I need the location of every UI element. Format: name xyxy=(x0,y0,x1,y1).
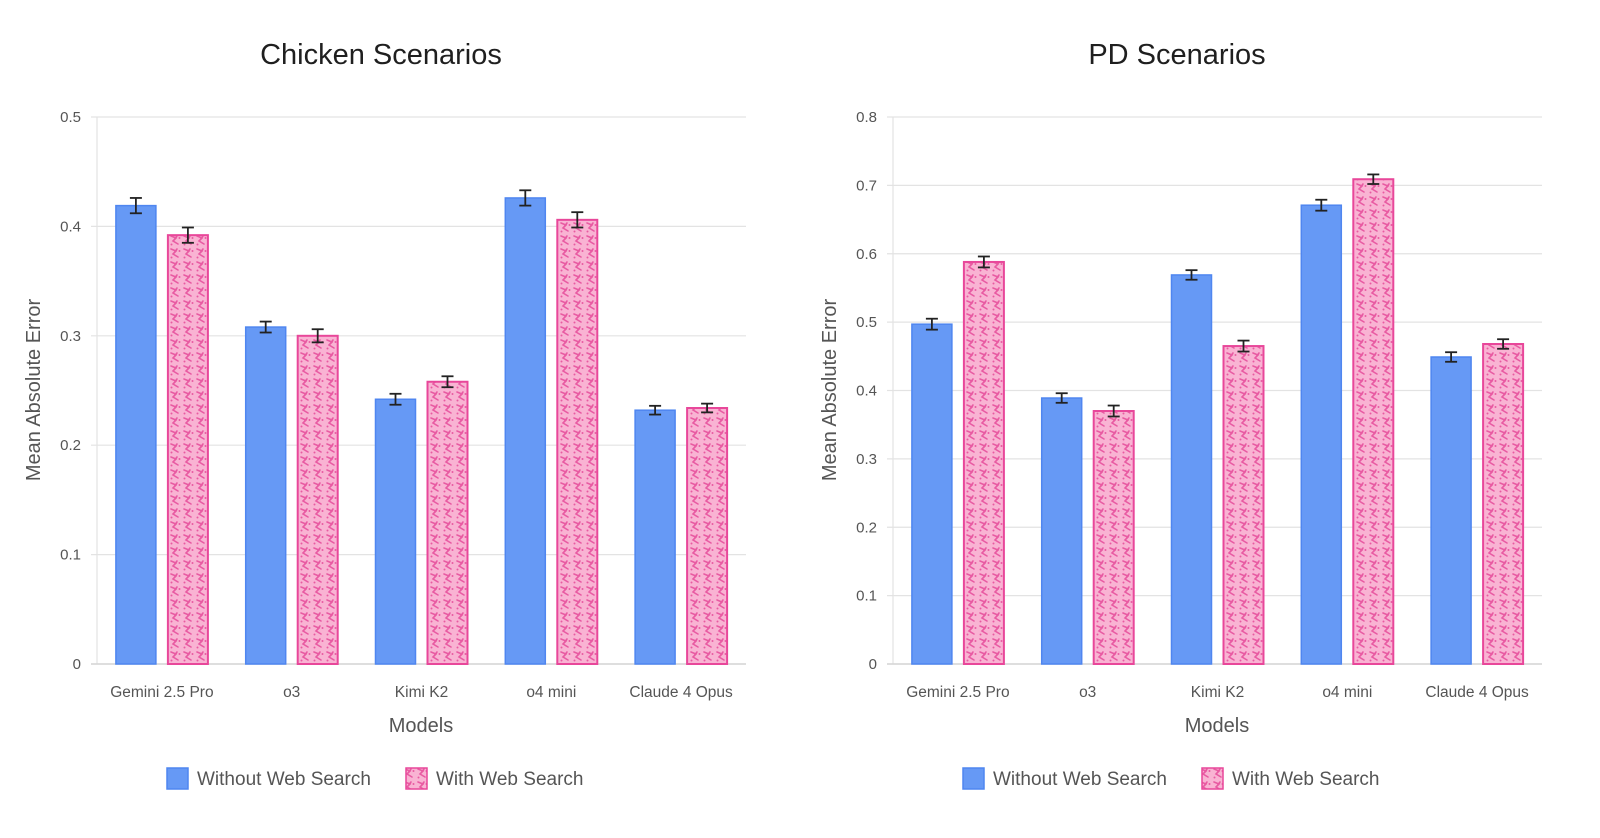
y-tick-label: 0 xyxy=(73,656,81,673)
x-tick-label: o3 xyxy=(1079,684,1096,701)
chart-title: Chicken Scenarios xyxy=(260,39,502,71)
bar-with-web-search[interactable] xyxy=(556,218,599,665)
error-bar xyxy=(571,211,584,229)
x-axis-title: Models xyxy=(1185,715,1249,737)
y-tick-label: 0.1 xyxy=(60,547,81,564)
y-tick-label: 0.4 xyxy=(60,218,81,235)
x-tick-label: o3 xyxy=(283,684,300,701)
bar-with-web-search[interactable] xyxy=(1092,410,1135,666)
error-bar xyxy=(1237,339,1250,353)
error-bar xyxy=(701,402,714,414)
legend-item-with-web-search[interactable]: With Web Search xyxy=(405,767,583,790)
legend-swatch-with xyxy=(405,767,428,790)
y-tick-label: 0.4 xyxy=(856,383,877,400)
x-tick-label: Kimi K2 xyxy=(395,684,448,701)
x-tick-label: Gemini 2.5 Pro xyxy=(110,684,213,701)
error-bar xyxy=(441,375,454,389)
bar-without-web-search[interactable] xyxy=(1430,356,1472,665)
legend-swatch-without xyxy=(962,767,985,790)
legend-swatch-with xyxy=(1201,767,1224,790)
x-tick-label: Gemini 2.5 Pro xyxy=(906,684,1009,701)
error-bar xyxy=(1185,269,1198,281)
y-tick-label: 0.5 xyxy=(856,314,877,331)
error-bar xyxy=(519,189,532,207)
legend-item-without-web-search[interactable]: Without Web Search xyxy=(962,767,1167,790)
y-tick-label: 0.5 xyxy=(60,109,81,126)
bar-with-web-search[interactable] xyxy=(962,260,1005,665)
bar-without-web-search[interactable] xyxy=(374,398,417,665)
chicken-chart-svg: Chicken Scenarios 0 0.1 0.2 0.3 0.4 0.5 Gemin… xyxy=(23,39,746,790)
error-bar xyxy=(389,392,402,406)
legend-label-with: With Web Search xyxy=(436,769,583,790)
bar-without-web-search[interactable] xyxy=(911,323,953,665)
bar-with-web-search[interactable] xyxy=(1352,178,1395,665)
error-bar xyxy=(1445,351,1458,363)
y-tick-label: 0.8 xyxy=(856,109,877,126)
bar-with-web-search[interactable] xyxy=(1482,343,1525,665)
legend-item-without-web-search[interactable]: Without Web Search xyxy=(166,767,371,790)
y-tick-label: 0.7 xyxy=(856,177,877,194)
legend: Without Web Search With Web Search xyxy=(166,767,583,790)
error-bar xyxy=(1315,198,1328,212)
error-bar xyxy=(649,404,662,416)
x-tick-label: Claude 4 Opus xyxy=(629,684,733,701)
bar-without-web-search[interactable] xyxy=(1300,204,1343,665)
bar-without-web-search[interactable] xyxy=(244,326,287,665)
y-tick-label: 0.6 xyxy=(856,246,877,263)
error-bar xyxy=(1497,338,1510,350)
bar-with-web-search[interactable] xyxy=(686,407,729,665)
error-bar xyxy=(181,226,194,244)
bar-with-web-search[interactable] xyxy=(296,334,339,665)
error-bar xyxy=(925,317,938,331)
x-tick-label: Claude 4 Opus xyxy=(1425,684,1529,701)
error-bar xyxy=(1055,392,1068,404)
legend-swatch-without xyxy=(166,767,189,790)
legend: Without Web Search With Web Search xyxy=(962,767,1379,790)
bar-without-web-search[interactable] xyxy=(1040,397,1083,665)
bar-without-web-search[interactable] xyxy=(1170,274,1213,665)
bar-with-web-search[interactable] xyxy=(1222,345,1265,665)
y-tick-label: 0.3 xyxy=(856,451,877,468)
chart-title: PD Scenarios xyxy=(1088,39,1265,71)
y-tick-label: 0.2 xyxy=(856,519,877,536)
y-tick-label: 0.2 xyxy=(60,437,81,454)
error-bar xyxy=(1107,404,1120,418)
error-bar xyxy=(977,255,990,269)
legend-label-without: Without Web Search xyxy=(993,769,1167,790)
x-tick-label: o4 mini xyxy=(1322,684,1372,701)
y-axis-title: Mean Absolute Error xyxy=(23,299,45,482)
bar-without-web-search[interactable] xyxy=(115,204,157,665)
chart-pd-scenarios: PD Scenarios 0 0.1 0.2 0.3 0.4 0.5 0.6 0.7 0.8 G… xyxy=(796,0,1596,838)
error-bar xyxy=(129,197,142,215)
legend-label-with: With Web Search xyxy=(1232,769,1379,790)
error-bar xyxy=(1367,173,1380,185)
error-bar xyxy=(311,328,324,344)
bar-with-web-search[interactable] xyxy=(166,234,209,665)
y-axis-title: Mean Absolute Error xyxy=(819,299,841,482)
y-tick-label: 0.3 xyxy=(60,328,81,345)
y-tick-label: 0.1 xyxy=(856,588,877,605)
bar-without-web-search[interactable] xyxy=(504,197,547,665)
chart-chicken-scenarios: Chicken Scenarios 0 0.1 0.2 0.3 0.4 0.5 Gemin… xyxy=(23,39,746,790)
bar-with-web-search[interactable] xyxy=(426,380,469,665)
x-tick-label: o4 mini xyxy=(526,684,576,701)
bar-without-web-search[interactable] xyxy=(634,409,676,665)
legend-label-without: Without Web Search xyxy=(197,769,371,790)
y-tick-label: 0 xyxy=(869,656,877,673)
legend-item-with-web-search[interactable]: With Web Search xyxy=(1201,767,1379,790)
x-axis-title: Models xyxy=(389,715,453,737)
x-tick-label: Kimi K2 xyxy=(1191,684,1244,701)
error-bar xyxy=(259,320,272,334)
pd-chart-svg: PD Scenarios 0 0.1 0.2 0.3 0.4 0.5 0.6 0.7 0.8 G… xyxy=(819,39,1542,790)
